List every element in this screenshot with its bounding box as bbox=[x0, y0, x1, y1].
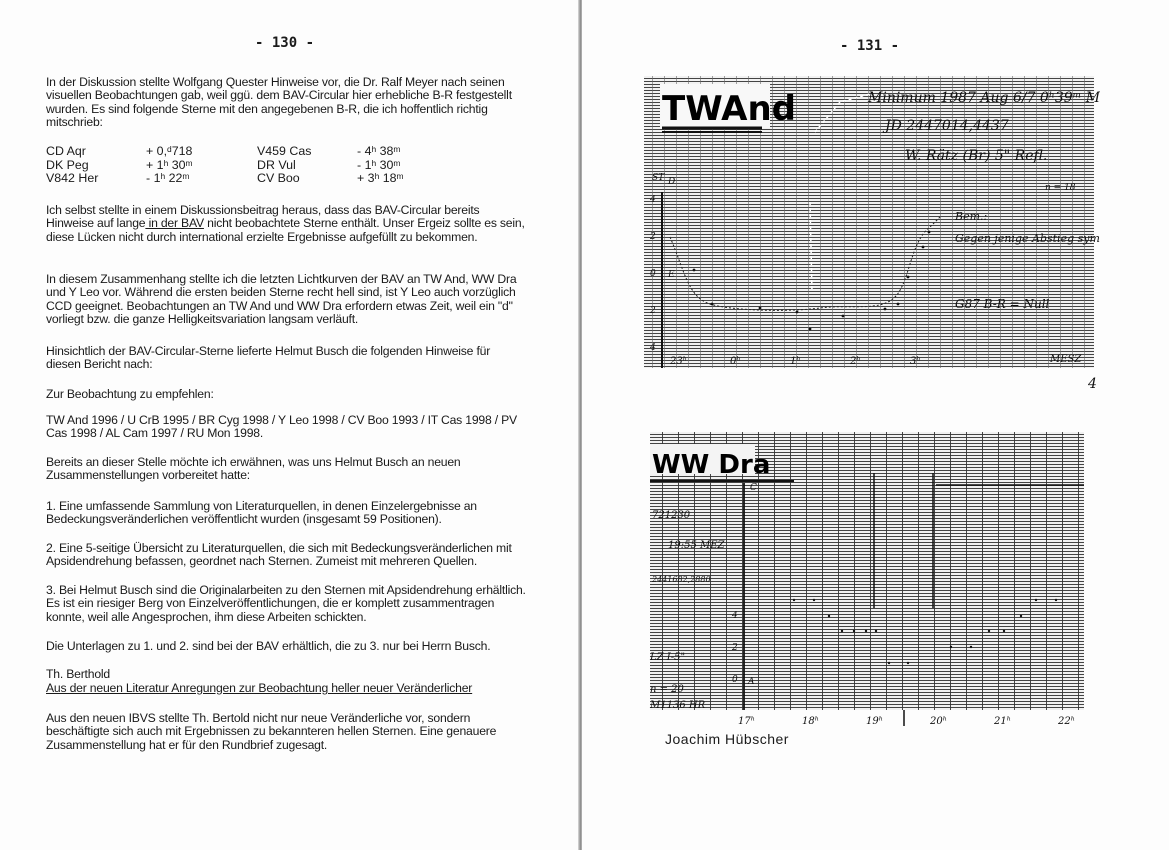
paragraph: Ich selbst stellte in einem Diskussionsb… bbox=[46, 203, 525, 244]
y-mark-label: C bbox=[750, 483, 757, 493]
cell-star1: DK Peg bbox=[46, 157, 89, 172]
paragraph: TW And 1996 / U CrB 1995 / BR Cyg 1998 /… bbox=[46, 413, 517, 441]
note: n = 20 bbox=[650, 684, 685, 695]
y-tick-label: 0 bbox=[732, 675, 738, 685]
caption-author: Joachim Hübscher bbox=[665, 731, 789, 747]
chart-title: TWAnd bbox=[662, 89, 796, 129]
y-tick-label: 4 bbox=[649, 195, 656, 205]
cell-star1: CD Aqr bbox=[46, 144, 86, 158]
y-mark-label: E bbox=[667, 270, 675, 280]
note: M1136 HR bbox=[649, 700, 706, 711]
note: G87 B-R = Null bbox=[955, 297, 1050, 311]
cell-star2: CV Boo bbox=[257, 171, 300, 185]
tw-and-light-curve: TWAnd Minimum 1987 Aug 6/7 0ʰ39ᵐ MESZ JD… bbox=[644, 76, 1100, 392]
page-number: - 130 - bbox=[255, 35, 315, 51]
note: Bem.: bbox=[954, 210, 987, 223]
page-number: - 131 - bbox=[840, 38, 900, 54]
x-unit: MESZ bbox=[1049, 354, 1082, 365]
x-tick-label: 1ʰ bbox=[790, 356, 801, 367]
y-mark-label: ST bbox=[652, 173, 665, 183]
graph-paper bbox=[650, 432, 1084, 710]
star-row: DK Peg + 1ʰ 30ᵐ DR Vul - 1ʰ 30ᵐ bbox=[46, 157, 437, 173]
note: Gegen jenige Abstieg symmetrisch. bbox=[955, 232, 1100, 245]
paragraph: 1. Eine umfassende Sammlung von Literatu… bbox=[46, 499, 477, 527]
paragraph: In diesem Zusammenhang stellte ich die l… bbox=[46, 272, 517, 327]
author: Th. Berthold bbox=[46, 667, 110, 681]
x-tick-label: 22ʰ bbox=[1057, 716, 1075, 727]
cell-star2: DR Vul bbox=[257, 157, 296, 172]
y-tick-label: 0 bbox=[650, 269, 656, 279]
y-mark-label: D bbox=[667, 177, 675, 187]
y-tick-label: 4 bbox=[649, 343, 656, 353]
note: W. Rätz (Br) 5" Refl. bbox=[905, 148, 1047, 164]
paragraph: In der Diskussion stellte Wolfgang Quest… bbox=[46, 75, 512, 130]
cell-br2: - 1ʰ 30ᵐ bbox=[357, 157, 401, 172]
y-tick-label: 4 bbox=[731, 611, 738, 621]
paragraph: 3. Bei Helmut Busch sind die Originalarb… bbox=[46, 583, 526, 624]
note: n = 18 bbox=[1045, 183, 1076, 193]
note: JD 2447014,4437 bbox=[882, 118, 1009, 134]
paragraph: Hinsichtlich der BAV-Circular-Sterne lie… bbox=[46, 344, 491, 372]
x-tick-label: 19ʰ bbox=[866, 716, 883, 727]
x-tick-label: 18ʰ bbox=[802, 716, 819, 727]
note: 721230 bbox=[652, 510, 691, 521]
x-tick-label: 23ʰ bbox=[669, 356, 687, 367]
paragraph: Die Unterlagen zu 1. und 2. sind bei der… bbox=[46, 639, 491, 653]
star-row: V842 Her - 1ʰ 22ᵐ CV Boo + 3ʰ 18ᵐ bbox=[46, 171, 437, 186]
paragraph: 2. Eine 5-seitige Übersicht zu Literatur… bbox=[46, 541, 512, 569]
y-tick-label: 2 bbox=[649, 232, 656, 242]
note: 2441682,2880 bbox=[651, 575, 711, 584]
left-page: - 130 - In der Diskussion stellte Wolfga… bbox=[0, 0, 580, 850]
observation-points bbox=[692, 230, 931, 331]
x-tick-label: 0ʰ bbox=[730, 356, 741, 367]
cell-br2: + 3ʰ 18ᵐ bbox=[357, 171, 404, 185]
corner-mark: 4 bbox=[1087, 376, 1097, 392]
cell-br1: - 1ʰ 22ᵐ bbox=[146, 171, 190, 185]
page-gutter bbox=[578, 0, 583, 850]
star-row: CD Aqr + 0,ᵈ718 V459 Cas - 4ʰ 38ᵐ bbox=[46, 144, 437, 159]
paragraph: Zur Beobachtung zu empfehlen: bbox=[46, 387, 214, 401]
paragraph: Bereits an dieser Stelle möchte ich erwä… bbox=[46, 455, 461, 483]
observation-points bbox=[792, 598, 1058, 665]
cell-star2: V459 Cas bbox=[257, 144, 312, 158]
star-br-table: CD Aqr + 0,ᵈ718 V459 Cas - 4ʰ 38ᵐ DK Peg + 1ʰ… bbox=[46, 144, 437, 186]
paragraph: Aus den neuen IBVS stellte Th. Bertold n… bbox=[46, 711, 497, 752]
cell-star1: V842 Her bbox=[46, 171, 99, 185]
x-tick-label: 17ʰ bbox=[738, 716, 755, 727]
cell-br1: + 0,ᵈ718 bbox=[146, 144, 193, 158]
y-tick-label: 2 bbox=[649, 306, 656, 316]
y-mark-label: A bbox=[747, 677, 755, 687]
cell-br1: + 1ʰ 30ᵐ bbox=[146, 157, 193, 172]
note: LZ I-5" bbox=[649, 652, 685, 663]
note: 19:55 MEZ bbox=[668, 540, 726, 551]
cell-br2: - 4ʰ 38ᵐ bbox=[357, 144, 401, 158]
x-tick-label: 20ʰ bbox=[929, 716, 947, 727]
x-tick-label: 3ʰ bbox=[910, 356, 921, 367]
x-tick-label: 2ʰ bbox=[849, 356, 861, 367]
y-tick-label: 2 bbox=[731, 643, 738, 653]
chart-title: WW Dra bbox=[652, 450, 770, 480]
note: Minimum 1987 Aug 6/7 0ʰ39ᵐ MESZ bbox=[867, 90, 1100, 106]
ww-dra-light-curve: WW Dra 721230 19:55 MEZ 2441682,2880 LZ … bbox=[649, 432, 1084, 727]
section-heading: Aus der neuen Literatur Anregungen zur B… bbox=[46, 681, 473, 695]
x-tick-label: 21ʰ bbox=[993, 716, 1011, 727]
